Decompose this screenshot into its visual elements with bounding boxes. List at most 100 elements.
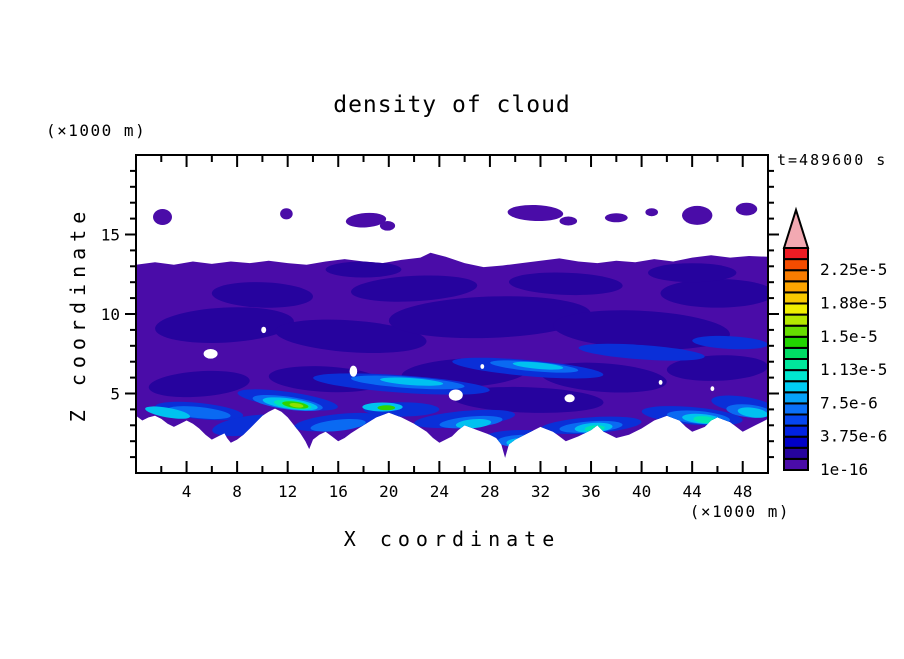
x-tick-label: 40 xyxy=(632,482,651,501)
clear-air-holes xyxy=(203,326,715,403)
cloud-interior-layers xyxy=(145,261,768,448)
cloud-region xyxy=(145,406,191,419)
colorbar-cell xyxy=(783,335,809,349)
chart-title: density of cloud xyxy=(333,92,571,118)
cloud-region xyxy=(289,403,304,408)
x-tick-label: 16 xyxy=(329,482,348,501)
cloud-region xyxy=(564,394,575,403)
x-tick-label: 24 xyxy=(430,482,449,501)
colorbar-label: 2.25e-5 xyxy=(820,260,887,279)
x-tick-label: 36 xyxy=(581,482,600,501)
x-tick-label: 20 xyxy=(379,482,398,501)
colorbar-cell xyxy=(783,346,809,360)
cloud-region xyxy=(645,208,658,217)
colorbar-cell xyxy=(783,413,809,427)
cloud-region xyxy=(280,208,293,220)
y-tick-label: 10 xyxy=(101,305,120,324)
cloud-region xyxy=(553,310,730,350)
cloud-region xyxy=(379,221,396,231)
cloud-region xyxy=(155,307,294,343)
cloud-region xyxy=(506,437,547,448)
cloud-region xyxy=(211,282,313,308)
colorbar-label: 1e-16 xyxy=(820,460,868,479)
colorbar-cell xyxy=(783,280,809,294)
cloud-region xyxy=(710,386,715,392)
colorbar-cell xyxy=(783,391,809,405)
cloud-region xyxy=(735,202,758,216)
cloud-region xyxy=(559,216,578,226)
colorbar-cell xyxy=(783,258,809,272)
cloud-region xyxy=(508,272,623,296)
x-tick-label: 12 xyxy=(278,482,297,501)
x-tick-label: 32 xyxy=(531,482,550,501)
cloud-region xyxy=(203,349,218,359)
cloud-region xyxy=(261,326,267,334)
cloud-region xyxy=(350,275,478,302)
cloud-region xyxy=(275,319,427,354)
cloud-region xyxy=(448,389,463,401)
y-axis-unit-label: (×1000 m) xyxy=(46,121,146,140)
colorbar-cell xyxy=(783,457,809,471)
cloud-region xyxy=(578,343,705,361)
cloud-region xyxy=(512,361,564,370)
cloud-region xyxy=(515,439,538,448)
x-tick-label: 4 xyxy=(182,482,192,501)
cloud-region xyxy=(648,263,737,283)
cloud-region xyxy=(310,419,366,432)
cloud-region xyxy=(497,434,554,448)
colorbar-label: 1.5e-5 xyxy=(820,327,878,346)
colorbar-overflow-triangle xyxy=(782,206,810,249)
colorbar: 2.25e-5 1.88e-5 1.5e-5 1.13e-5 7.5e-6 3.75e-6… xyxy=(782,206,887,479)
x-tick-label: 44 xyxy=(683,482,702,501)
cloud-region xyxy=(666,355,768,381)
cloud-region xyxy=(153,209,172,225)
density-level13-core xyxy=(289,403,304,408)
colorbar-cell xyxy=(783,269,809,283)
colorbar-cell xyxy=(783,324,809,338)
colorbar-cell xyxy=(783,302,809,316)
x-tick-label: 28 xyxy=(480,482,499,501)
colorbar-cell xyxy=(783,313,809,327)
cloud-region xyxy=(349,365,358,377)
cloud-region xyxy=(148,370,250,398)
colorbar-label: 3.75e-6 xyxy=(820,427,887,446)
cloud-region xyxy=(737,407,768,418)
colorbar-label: 1.13e-5 xyxy=(820,360,887,379)
colorbar-cell xyxy=(783,247,809,261)
cloud-region xyxy=(480,364,485,369)
x-axis-unit-label: (×1000 m) xyxy=(690,502,790,521)
cloud-region xyxy=(660,278,768,308)
cloud-region xyxy=(380,377,444,386)
x-tick-label: 48 xyxy=(733,482,752,501)
cloud-region xyxy=(604,213,628,223)
contour-field xyxy=(136,202,768,458)
colorbar-cell xyxy=(783,358,809,372)
detached-cloud-blobs xyxy=(153,202,758,231)
cloud-region xyxy=(682,205,713,225)
colorbar-cell xyxy=(783,369,809,383)
colorbar-cell xyxy=(783,380,809,394)
y-tick-label: 5 xyxy=(110,385,120,404)
cloud-region xyxy=(507,204,564,222)
colorbar-cell xyxy=(783,424,809,438)
colorbar-cell xyxy=(783,291,809,305)
cloud-region xyxy=(325,261,402,278)
cloud-region xyxy=(692,335,768,350)
x-tick-label: 8 xyxy=(232,482,242,501)
cloud-region xyxy=(452,386,604,413)
cloud-region xyxy=(658,380,663,385)
time-annotation: t=489600 s xyxy=(777,151,887,169)
y-tick-label: 15 xyxy=(101,226,120,245)
colorbar-label: 1.88e-5 xyxy=(820,294,887,313)
cloud-region xyxy=(388,296,591,339)
cloud-region xyxy=(377,405,396,411)
y-axis-title: Z coordinate xyxy=(66,206,90,423)
cloud-region xyxy=(345,212,387,228)
colorbar-cell xyxy=(783,446,809,460)
colorbar-cell xyxy=(783,402,809,416)
colorbar-label: 7.5e-6 xyxy=(820,393,878,412)
colorbar-cell xyxy=(783,435,809,449)
